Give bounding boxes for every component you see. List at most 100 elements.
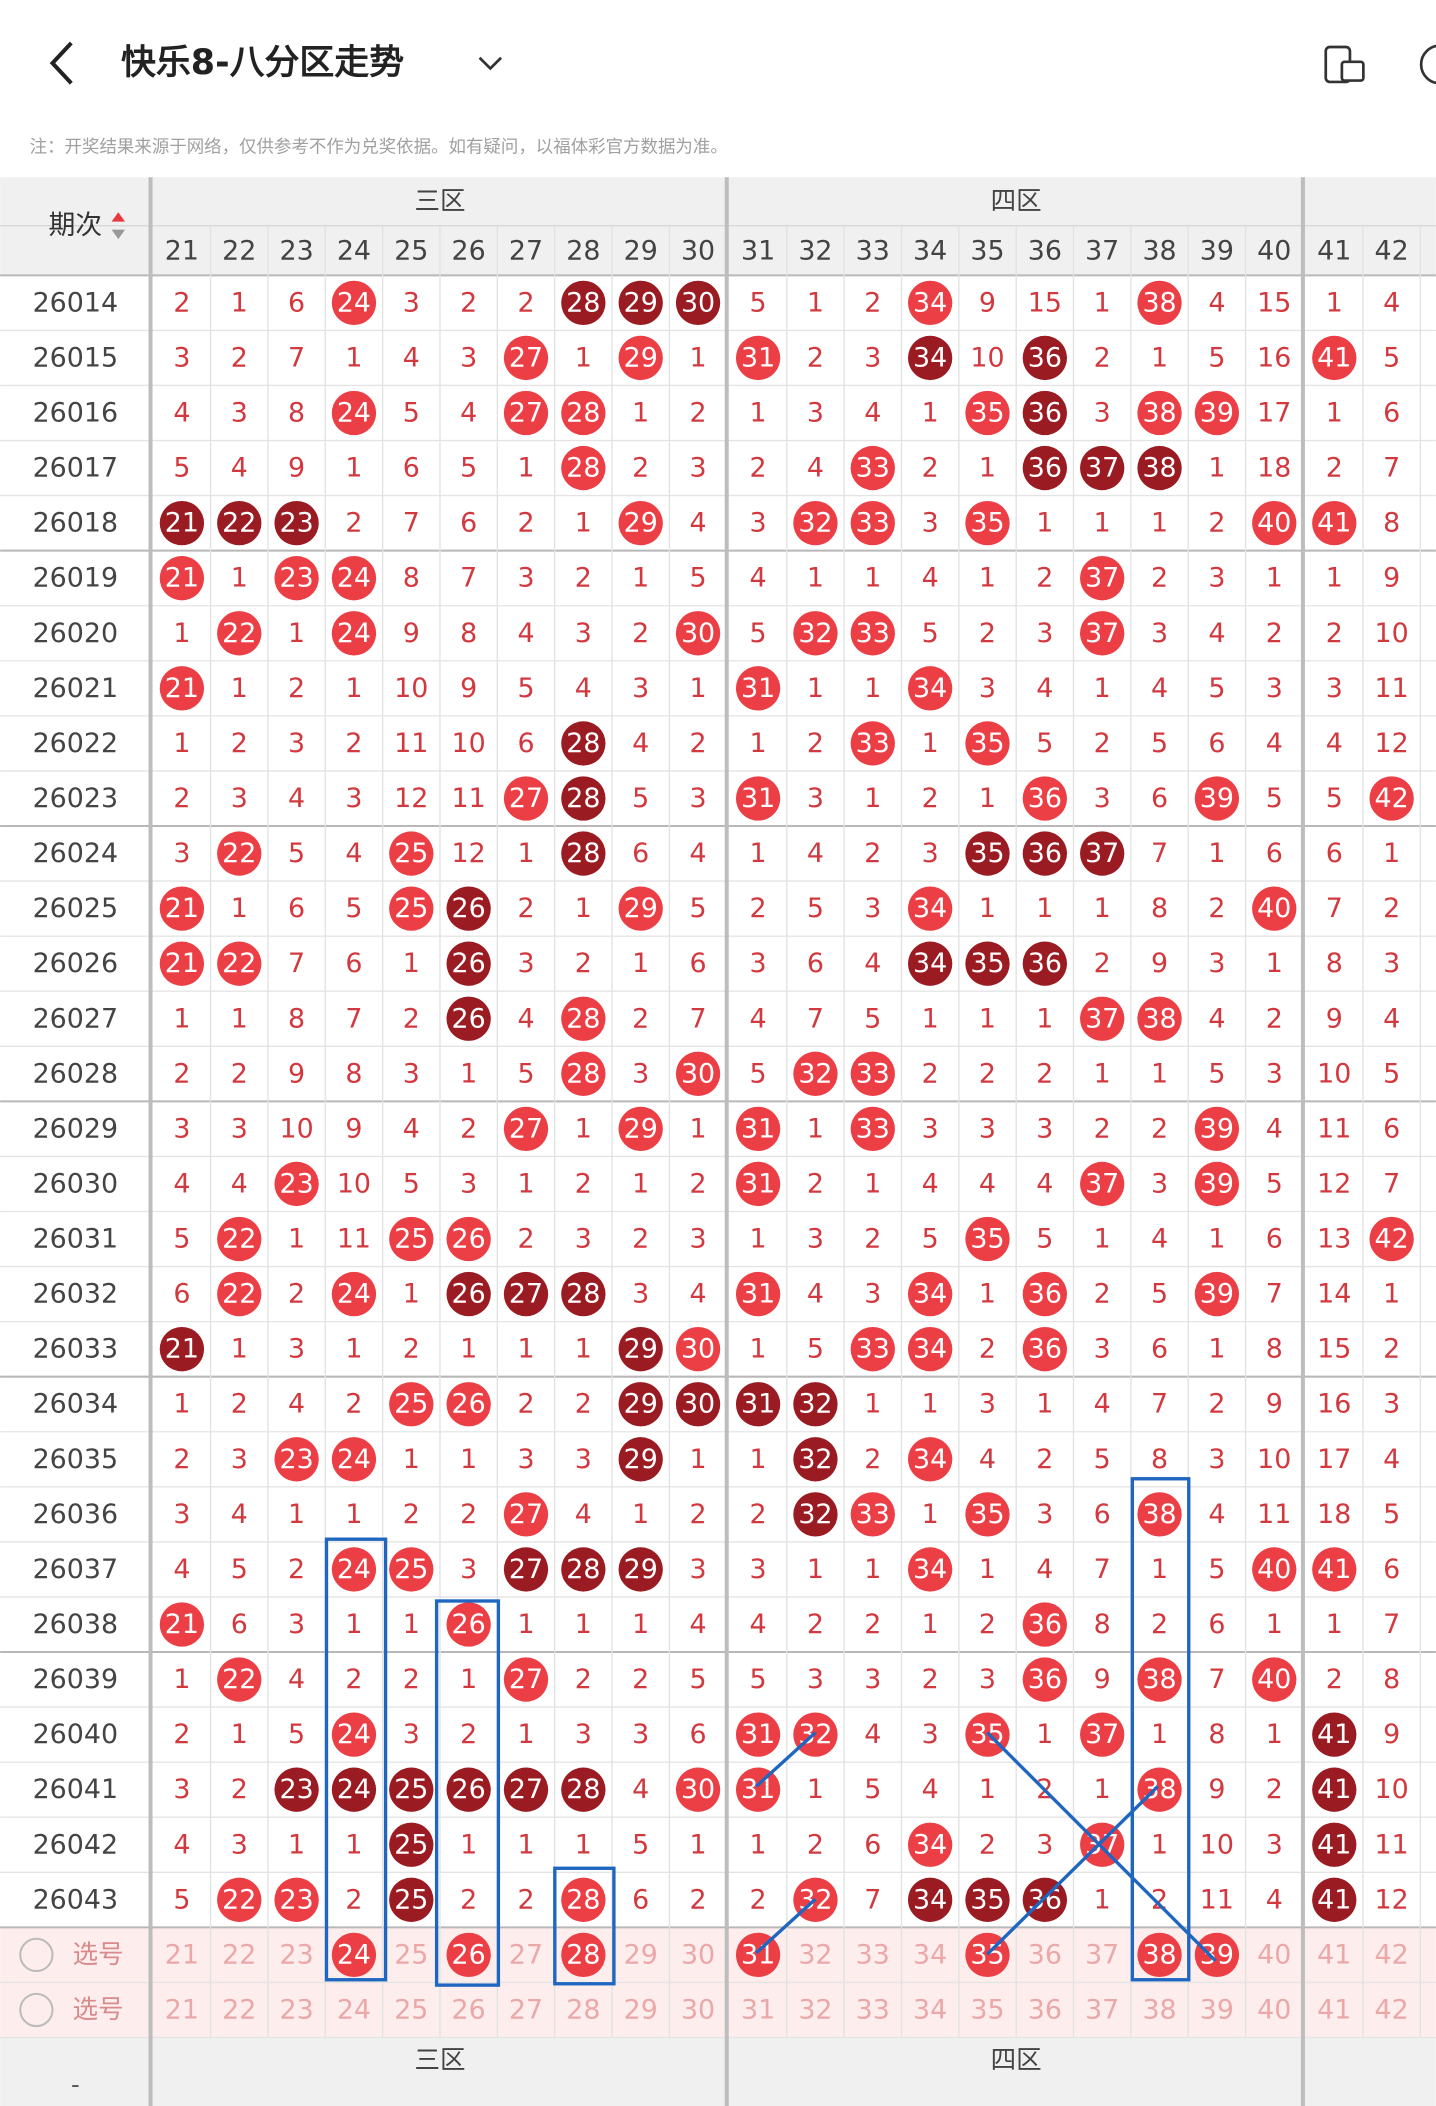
pick-number[interactable]: 32 xyxy=(798,1994,832,2025)
hit-ball-repeat xyxy=(793,1382,838,1427)
miss-count: 15 xyxy=(1257,287,1291,318)
back-button[interactable] xyxy=(49,41,73,85)
pick-number[interactable]: 21 xyxy=(165,1994,199,2025)
pick-number[interactable]: 21 xyxy=(165,1939,199,1970)
device-icon[interactable] xyxy=(1324,45,1365,84)
hit-ball xyxy=(331,1437,377,1482)
pick-number[interactable]: 38 xyxy=(1142,1994,1176,2025)
pick-number[interactable]: 23 xyxy=(280,1994,314,2025)
miss-count: 1 xyxy=(632,1609,649,1640)
pick-number[interactable]: 28 xyxy=(566,1939,600,1970)
miss-count: 2 xyxy=(979,1829,996,1860)
miss-count: 4 xyxy=(460,398,477,429)
pick-number[interactable]: 25 xyxy=(394,1939,428,1970)
pick-number[interactable]: 39 xyxy=(1200,1994,1234,2025)
dropdown-arrow[interactable] xyxy=(478,56,503,71)
pick-number[interactable]: 36 xyxy=(1028,1939,1062,1970)
pick-number[interactable]: 22 xyxy=(222,1994,256,2025)
miss-count: 8 xyxy=(403,563,420,594)
hit-ball xyxy=(793,611,838,656)
miss-count: 1 xyxy=(922,1609,939,1640)
hit-number: 27 xyxy=(509,1664,543,1695)
pick-number[interactable]: 24 xyxy=(337,1994,371,2025)
hit-number: 24 xyxy=(337,1444,371,1475)
pick-number[interactable]: 37 xyxy=(1085,1994,1119,2025)
pick-number[interactable]: 31 xyxy=(741,1939,775,1970)
pick-number[interactable]: 30 xyxy=(681,1939,715,1970)
miss-count: 2 xyxy=(750,1884,767,1915)
hit-ball xyxy=(1137,390,1182,436)
miss-count: 7 xyxy=(1151,1389,1168,1420)
pick-number[interactable]: 29 xyxy=(624,1939,658,1970)
pick-number[interactable]: 25 xyxy=(394,1994,428,2025)
miss-count: 1 xyxy=(1094,1884,1111,1915)
pick-number[interactable]: 35 xyxy=(970,1994,1004,2025)
pick-number[interactable]: 34 xyxy=(913,1939,947,1970)
pick-number[interactable]: 33 xyxy=(856,1939,890,1970)
miss-count: 7 xyxy=(1208,1664,1225,1695)
more-icon[interactable] xyxy=(1419,44,1436,85)
picked-ball xyxy=(561,1932,606,1978)
pick-number[interactable]: 32 xyxy=(798,1939,832,1970)
pick-number[interactable]: 27 xyxy=(509,1939,543,1970)
pick-number[interactable]: 40 xyxy=(1257,1939,1291,1970)
pick-number[interactable]: 42 xyxy=(1375,1994,1409,2025)
user-annotations xyxy=(324,1477,1217,1987)
pick-number[interactable]: 26 xyxy=(452,1939,486,1970)
miss-count: 1 xyxy=(403,1279,420,1310)
pick-number[interactable]: 24 xyxy=(337,1939,371,1970)
pick-number[interactable]: 27 xyxy=(509,1994,543,2025)
miss-count: 2 xyxy=(632,1224,649,1255)
hit-number: 29 xyxy=(624,508,658,539)
pick-number[interactable]: 31 xyxy=(741,1994,775,2025)
miss-count: 1 xyxy=(575,508,592,539)
pick-number[interactable]: 39 xyxy=(1200,1939,1234,1970)
pick-number[interactable]: 36 xyxy=(1028,1994,1062,2025)
hit-number: 32 xyxy=(798,508,832,539)
hit-number: 38 xyxy=(1142,1003,1176,1034)
miss-count: 1 xyxy=(1094,673,1111,704)
miss-count: 3 xyxy=(690,453,707,484)
hit-number: 26 xyxy=(452,1224,486,1255)
pick-number[interactable]: 30 xyxy=(681,1994,715,2025)
pick-number[interactable]: 23 xyxy=(280,1939,314,1970)
pick-number[interactable]: 38 xyxy=(1142,1939,1176,1970)
pick-number[interactable]: 37 xyxy=(1085,1939,1119,1970)
miss-count: 2 xyxy=(575,1664,592,1695)
miss-count: 4 xyxy=(979,1444,996,1475)
pick-number[interactable]: 28 xyxy=(566,1994,600,2025)
miss-count: 2 xyxy=(1151,563,1168,594)
pick-toggle[interactable] xyxy=(19,1992,54,2028)
column-number: 34 xyxy=(913,236,947,267)
hit-number: 25 xyxy=(394,1554,428,1585)
pick-number[interactable]: 34 xyxy=(913,1994,947,2025)
pick-toggle[interactable] xyxy=(19,1937,54,1973)
hit-number: 36 xyxy=(1028,1279,1062,1310)
pick-number[interactable]: 41 xyxy=(1317,1939,1351,1970)
hit-ball-repeat xyxy=(965,831,1010,876)
pick-number[interactable]: 40 xyxy=(1257,1994,1291,2025)
miss-count: 1 xyxy=(1151,1058,1168,1089)
pick-number[interactable]: 41 xyxy=(1317,1994,1351,2025)
pick-number[interactable]: 29 xyxy=(624,1994,658,2025)
miss-count: 3 xyxy=(1208,1444,1225,1475)
hit-ball-repeat xyxy=(561,1767,606,1812)
miss-count: 1 xyxy=(1151,1719,1168,1750)
hit-ball xyxy=(331,390,377,436)
pick-number[interactable]: 42 xyxy=(1375,1939,1409,1970)
issue-number: 26017 xyxy=(33,453,118,484)
pick-number[interactable]: 22 xyxy=(222,1939,256,1970)
miss-count: 7 xyxy=(1094,1554,1111,1585)
hit-ball xyxy=(907,666,953,711)
miss-count: 2 xyxy=(1266,618,1283,649)
pick-number[interactable]: 26 xyxy=(452,1994,486,2025)
hit-number: 28 xyxy=(566,1774,600,1805)
miss-count: 2 xyxy=(460,1884,477,1915)
miss-count: 5 xyxy=(517,1058,534,1089)
miss-count: 2 xyxy=(575,948,592,979)
picked-ball xyxy=(735,1932,781,1978)
miss-count: 3 xyxy=(231,1829,248,1860)
zone-label: 三区 xyxy=(414,2045,465,2075)
pick-number[interactable]: 33 xyxy=(856,1994,890,2025)
hit-ball xyxy=(217,1216,262,1262)
